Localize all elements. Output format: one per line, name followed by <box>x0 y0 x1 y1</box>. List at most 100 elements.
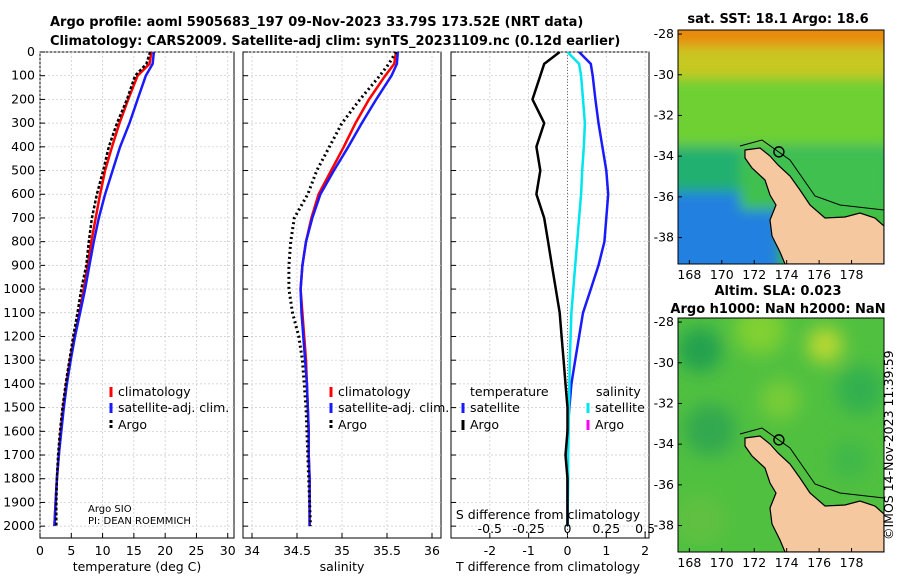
float-pi-label: PI: DEAN ROEMMICH <box>88 516 191 527</box>
x-tick-label: 1 <box>602 543 610 558</box>
sla-blob-4 <box>836 366 884 414</box>
sla-blob-7 <box>678 495 725 545</box>
salinity-grid <box>243 51 441 538</box>
sla-blob-6 <box>760 380 800 420</box>
sst-field <box>678 30 884 264</box>
sla-color-blobs <box>678 318 884 545</box>
lon-tick-label: 178 <box>840 267 864 282</box>
x-tick-label: 36 <box>424 543 440 558</box>
salinity-legend: climatology satellite-adj. clim. Argo <box>329 384 449 432</box>
legend-header-temperature: temperature <box>470 384 549 399</box>
depth-tick-label: 1200 <box>3 328 35 343</box>
depth-tick-label: 500 <box>11 163 35 178</box>
sst-float-marker <box>773 146 785 158</box>
sla-map-subtitle: Argo h1000: NaN h2000: NaN <box>670 302 885 317</box>
legend-label-climatology: climatology <box>338 384 411 399</box>
legend-label-t-argo: Argo <box>470 417 499 432</box>
temperature-grid <box>39 51 234 538</box>
depth-tick-label: 1800 <box>3 471 35 486</box>
x-tick-label: 15 <box>126 543 142 558</box>
temperature-panel: 0100200300400500600700800900100011001200… <box>3 44 236 574</box>
depth-tick-label: 1400 <box>3 376 35 391</box>
imos-credit: ©IMOS 14-Nov-2023 11:39:59 <box>881 350 896 540</box>
difference-axes-box <box>450 51 650 539</box>
header-line1: Argo profile: aoml 5905683_197 09-Nov-20… <box>50 15 583 30</box>
sst-map: sat. SST: 18.1 Argo: 18.6 168 170 172 174 17… <box>654 12 885 282</box>
lat-tick-label: -38 <box>654 230 674 245</box>
depth-tick-label: 1100 <box>3 305 35 320</box>
difference-panel: -2 -1 0 1 2 -0.5 -0.25 0 0.25 0.5 T difference f… <box>450 51 655 574</box>
s-difference-tick-label: -0.5 <box>478 521 502 536</box>
lon-tick-label: 176 <box>807 555 831 570</box>
s-difference-tick-label: 0.25 <box>592 521 620 536</box>
sst-band-yellow <box>678 46 884 82</box>
float-owner-label: Argo SIO <box>88 504 132 515</box>
lat-tick-label: -36 <box>654 189 674 204</box>
t-difference-xlabel: T difference from climatology <box>455 559 641 574</box>
x-tick-label: 35 <box>334 543 350 558</box>
depth-tick-label: 1900 <box>3 494 35 509</box>
header-line2: Climatology: CARS2009. Satellite-adj cli… <box>50 34 620 49</box>
lat-tick-label: -28 <box>654 314 674 329</box>
x-tick-label: 0 <box>36 543 44 558</box>
sla-isobath <box>739 427 884 499</box>
lon-tick-label: 168 <box>677 267 701 282</box>
lon-tick-label: 168 <box>677 555 701 570</box>
sla-map-frame <box>677 317 885 553</box>
depth-tick-label: 200 <box>11 91 35 106</box>
sla-lat-tick-labels: -28 -30 -32 -34 -36 -38 <box>654 314 682 533</box>
x-tick-label: 10 <box>95 543 111 558</box>
sla-map: Altim. SLA: 0.023 Argo h1000: NaN h2000:… <box>654 284 886 570</box>
sla-float-marker <box>773 434 785 446</box>
sla-map-title: Altim. SLA: 0.023 <box>715 284 842 299</box>
x-tick-label: 34.5 <box>283 543 311 558</box>
legend-header-salinity: salinity <box>596 384 641 399</box>
depth-tick-label: 900 <box>11 257 35 272</box>
depth-tick-label: 0 <box>27 44 35 59</box>
s-difference-tick-label: -0.25 <box>512 521 544 536</box>
sla-blob-5 <box>684 404 736 456</box>
sst-map-frame <box>677 29 885 265</box>
depth-tick-label: 1300 <box>3 352 35 367</box>
s-difference-tick-labels: -0.5 -0.25 0 0.25 0.5 <box>478 521 655 536</box>
legend-label-satellite: satellite-adj. clim. <box>118 400 229 415</box>
s-difference-tick-label: 0 <box>563 521 571 536</box>
temperature-xlabel: temperature (deg C) <box>73 559 202 574</box>
salinity-xlabel: salinity <box>320 559 365 574</box>
lat-tick-label: -38 <box>654 518 674 533</box>
sla-blob-2 <box>735 318 785 355</box>
temperature-tick-labels: 0 5 10 15 20 25 30 <box>36 543 236 558</box>
lat-tick-label: -36 <box>654 477 674 492</box>
sla-new-zealand-land <box>744 435 884 552</box>
sla-blob-8 <box>830 440 870 480</box>
depth-tick-label: 600 <box>11 186 35 201</box>
x-tick-label: 0 <box>563 543 571 558</box>
legend-label-climatology: climatology <box>118 384 191 399</box>
difference-series <box>531 51 610 527</box>
lon-tick-label: 174 <box>775 555 799 570</box>
x-tick-label: -2 <box>484 543 496 558</box>
sst-lat-tick-labels: -28 -30 -32 -34 -36 -38 <box>654 26 682 245</box>
salinity-panel: 34 34.5 35 35.5 36 salinity climatology sate… <box>242 51 449 574</box>
lat-tick-label: -34 <box>654 148 674 163</box>
sst-color-bands <box>678 30 884 264</box>
sst-new-zealand-land <box>744 147 884 264</box>
depth-tick-label: 400 <box>11 139 35 154</box>
sla-blob-1 <box>678 328 722 372</box>
lon-tick-label: 178 <box>840 555 864 570</box>
sst-band-green <box>678 78 884 150</box>
depth-tick-label: 100 <box>11 68 35 83</box>
lat-tick-label: -32 <box>654 107 674 122</box>
lat-tick-label: -34 <box>654 436 674 451</box>
sst-map-title: sat. SST: 18.1 Argo: 18.6 <box>687 12 868 27</box>
x-tick-label: 34 <box>244 543 260 558</box>
sla-blob-3 <box>807 327 843 363</box>
temperature-series <box>53 51 156 527</box>
difference-legend: temperature salinity satellite Argo sate… <box>461 384 645 432</box>
legend-label-t-satellite: satellite <box>470 400 520 415</box>
t-difference-tick-labels: -2 -1 0 1 2 <box>484 543 650 558</box>
x-tick-label: 35.5 <box>373 543 401 558</box>
lon-tick-label: 170 <box>710 267 734 282</box>
temperature-axes-box <box>39 51 235 539</box>
